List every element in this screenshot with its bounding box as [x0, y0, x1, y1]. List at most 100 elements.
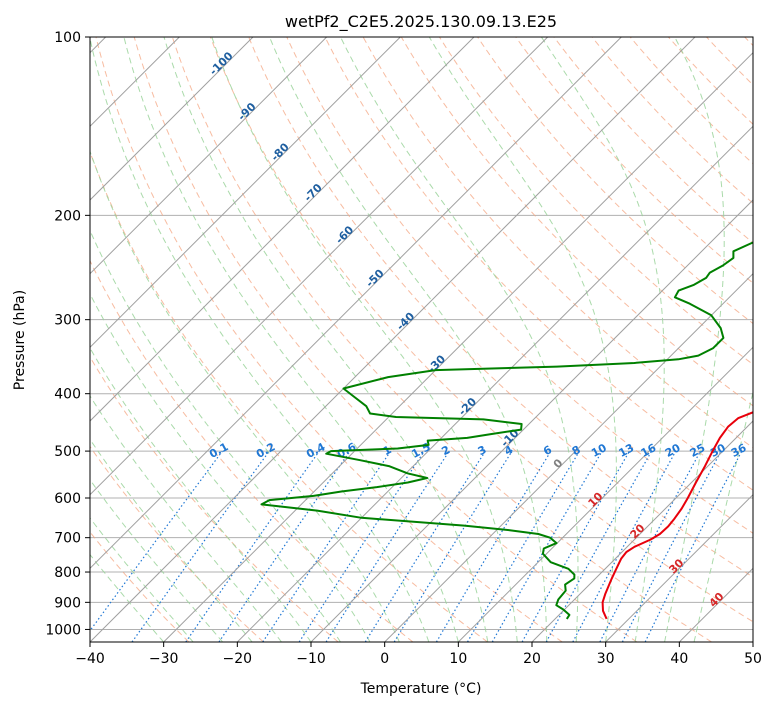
isotherm-line	[90, 37, 696, 642]
dry-adiabats	[90, 37, 753, 642]
pressure-gridlines	[90, 37, 753, 630]
mixing-ratio-label: 20	[663, 441, 683, 460]
moist-adiabat	[90, 479, 223, 642]
moist-adiabat	[90, 438, 253, 642]
temperature-line	[601, 411, 753, 620]
moist-adiabat	[540, 37, 665, 642]
x-tick-label: −20	[223, 651, 253, 667]
dry-adiabat	[90, 259, 414, 642]
y-tick-label: 100	[54, 30, 81, 46]
mixing-ratio-line	[572, 450, 677, 642]
moist-adiabat	[693, 390, 753, 642]
x-axis-title: Temperature (°C)	[360, 681, 482, 697]
isotherm-line	[605, 493, 753, 642]
isotherm-line	[90, 37, 622, 570]
mixing-ratio-line	[185, 450, 320, 642]
dry-adiabat	[90, 150, 488, 642]
y-tick-label: 500	[54, 444, 81, 460]
dry-adiabat	[171, 37, 712, 642]
chart-title: wetPf2_C2E5.2025.130.09.13.E25	[285, 12, 557, 32]
x-tick-label: 30	[597, 651, 615, 667]
moist-adiabat	[163, 37, 489, 642]
moist-adiabat	[90, 394, 282, 642]
mixing-ratio-line	[262, 450, 392, 642]
isotherm-line	[163, 51, 753, 642]
dewpoint-line	[260, 241, 753, 620]
y-tick-label: 400	[54, 387, 81, 403]
plot-frame	[89, 36, 754, 643]
dry-adiabat	[324, 37, 753, 491]
isotherm-line	[236, 125, 753, 642]
dry-adiabat	[133, 37, 638, 642]
mixing-ratio-label: 25	[688, 441, 708, 460]
isotherm-line	[310, 199, 753, 642]
moist-adiabat	[90, 37, 430, 642]
x-axis-ticks: −40 −30 −20 −10 0 10 20 30 40 50	[75, 642, 762, 667]
y-tick-label: 900	[54, 595, 81, 611]
mixing-ratio-line	[644, 450, 743, 642]
moist-adiabat	[340, 37, 579, 642]
mixing-ratio-line	[545, 450, 653, 642]
mixing-ratio-line	[325, 450, 450, 642]
dry-adiabat	[286, 37, 753, 534]
y-tick-label: 600	[54, 491, 81, 507]
y-axis-ticks: 100 200 300 400 500 600 700 800 900 1000	[45, 30, 90, 638]
sounding-series	[260, 241, 753, 620]
mixing-ratio-label: 13	[617, 441, 637, 460]
dry-adiabat	[362, 37, 753, 449]
isotherm-line	[90, 37, 254, 201]
moist-adiabat	[90, 293, 341, 642]
moist-adiabat	[269, 37, 548, 642]
y-tick-label: 1000	[45, 622, 81, 638]
mixing-ratio-line	[90, 450, 223, 632]
moist-adiabat	[123, 37, 459, 642]
x-tick-label: 20	[523, 651, 541, 667]
y-tick-label: 300	[54, 313, 81, 329]
mixing-ratio-line	[131, 450, 270, 642]
dry-adiabat	[400, 37, 753, 407]
isotherm-line	[90, 37, 401, 349]
y-tick-label: 700	[54, 531, 81, 547]
dry-adiabat	[553, 37, 753, 244]
dry-adiabat	[95, 37, 563, 642]
mixing-ratio-line	[298, 450, 425, 642]
moist-adiabat	[211, 37, 518, 642]
mixing-ratio-label: 36	[729, 441, 749, 460]
x-tick-label: 50	[744, 651, 762, 667]
x-tick-label: 40	[670, 651, 688, 667]
x-tick-label: −10	[296, 651, 326, 667]
isotherm-line	[384, 272, 753, 642]
moist-adiabat	[90, 517, 194, 642]
y-tick-label: 800	[54, 565, 81, 581]
mixing-ratio-label: 10	[589, 441, 609, 460]
mixing-ratio-label: 30	[708, 441, 728, 460]
dry-adiabat	[515, 37, 753, 284]
isotherm-line	[531, 420, 753, 642]
mixing-ratio-line	[393, 450, 513, 642]
isotherm-line	[90, 37, 549, 496]
moist-adiabat	[90, 553, 165, 642]
x-tick-label: −40	[75, 651, 105, 667]
dry-adiabat	[248, 37, 753, 578]
moist-adiabat	[90, 149, 400, 642]
isotherm-line	[90, 37, 475, 422]
isotherm-line	[90, 37, 328, 275]
skewed-isotherms	[90, 37, 753, 642]
dry-adiabat	[210, 37, 753, 623]
moist-adiabats	[90, 37, 753, 642]
x-tick-label: 0	[380, 651, 389, 667]
mixing-ratio-label: 16	[639, 441, 659, 460]
x-tick-label: −30	[149, 651, 179, 667]
moist-adiabat	[428, 37, 617, 642]
mixing-ratio-lines	[90, 450, 743, 642]
moist-adiabat	[664, 37, 725, 642]
isotherm-line	[457, 346, 753, 642]
y-tick-label: 200	[54, 208, 81, 224]
x-tick-label: 10	[449, 651, 467, 667]
moist-adiabat	[90, 229, 371, 642]
dry-adiabat	[438, 37, 753, 366]
mixing-ratio-line	[521, 450, 631, 642]
dry-adiabat	[90, 445, 264, 642]
